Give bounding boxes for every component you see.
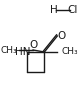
Text: O: O bbox=[57, 31, 65, 41]
Text: H: H bbox=[50, 5, 58, 15]
Text: CH₃: CH₃ bbox=[62, 48, 78, 56]
Text: O: O bbox=[29, 40, 37, 50]
Text: HN: HN bbox=[15, 47, 30, 57]
Text: CH₃: CH₃ bbox=[0, 45, 17, 54]
Text: Cl: Cl bbox=[68, 5, 78, 15]
